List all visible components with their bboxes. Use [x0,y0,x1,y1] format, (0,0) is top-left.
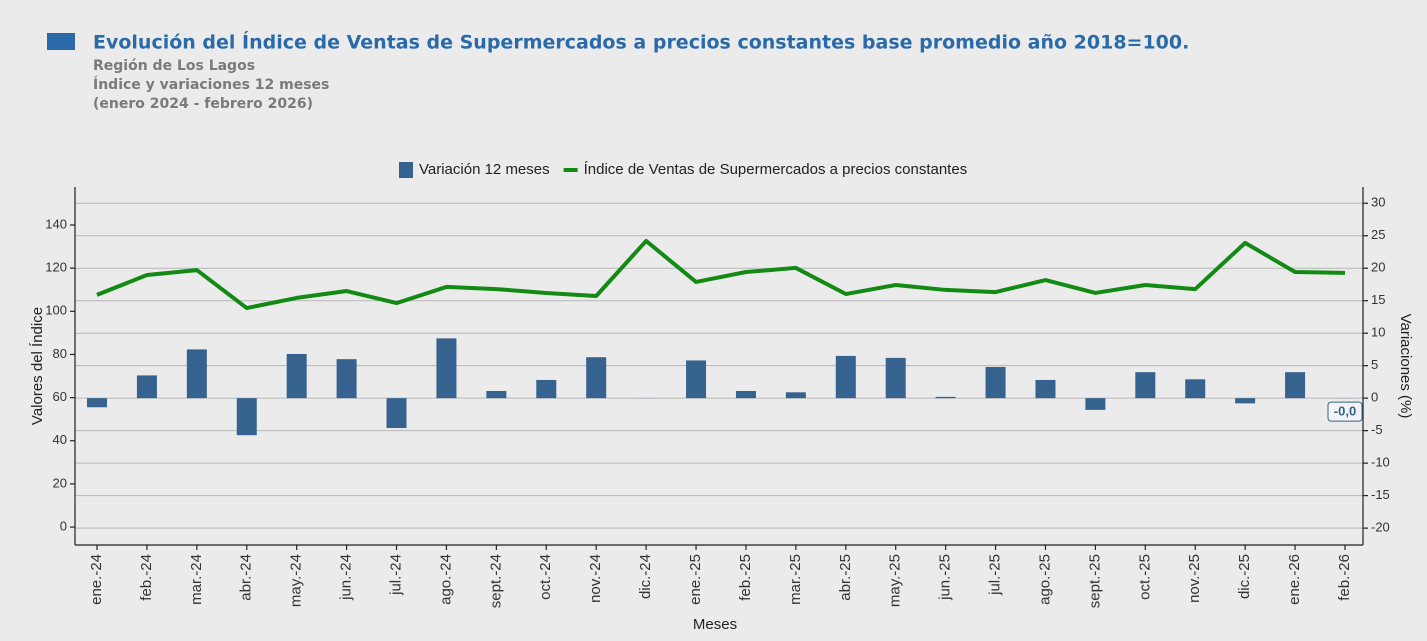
x-tick-label: feb.-25 [737,554,754,601]
x-tick-label: jul.-25 [987,554,1004,596]
y-axis-label: Valores del Índice [29,307,46,425]
x-tick-label: oct.-25 [1136,554,1153,600]
bar [136,375,157,399]
x-axis-label: Meses [693,616,737,633]
legend-swatch [399,162,413,178]
y-tick-label: 0 [60,519,67,534]
x-tick-label: sept.-25 [1086,554,1103,608]
legend-label: Variación 12 meses [419,161,550,178]
x-tick-label: jun.-25 [937,554,954,601]
bar [1085,398,1106,410]
subtitle: (enero 2024 - febrero 2026) [93,96,313,112]
x-tick-label: jun.-24 [338,554,355,601]
bar [686,360,707,399]
x-tick-label: ene.-26 [1286,554,1303,605]
y-tick-label: 40 [53,432,67,447]
bar [1285,372,1306,399]
chart-title: Evolución del Índice de Ventas de Superm… [93,31,1189,54]
bar [1035,379,1056,399]
y2-tick-label: 20 [1371,260,1385,275]
bar [1135,372,1156,399]
y2-tick-label: -5 [1371,422,1383,437]
y-tick-label: 80 [53,346,67,361]
line [96,238,1346,311]
x-tick-label: nov.-24 [587,554,604,603]
bar [87,398,107,408]
x-tick-label: oct.-24 [537,554,554,600]
bar [386,398,407,429]
subtitle: Índice y variaciones 12 meses [93,76,329,93]
title-marker [47,33,75,50]
x-tick-label: ago.-25 [1036,554,1053,605]
bar [486,391,507,399]
x-tick-label: may.-25 [887,554,904,607]
y2-axis-label: Variaciones (%) [1397,314,1414,419]
bar [436,338,457,399]
bar [885,357,906,399]
bar [735,391,756,399]
x-tick-label: mar.-24 [188,554,205,605]
x-tick-label: mar.-25 [787,554,804,605]
bar [1235,398,1256,404]
x-tick-label: abr.-24 [238,554,255,601]
x-tick-label: sept.-24 [487,554,504,608]
bar [835,355,856,399]
x-tick-label: ago.-24 [437,554,454,605]
y-tick-label: 140 [45,216,67,231]
bar [536,379,557,399]
x-tick-label: feb.-26 [1336,554,1353,601]
y2-tick-label: -15 [1371,487,1390,502]
x-tick-label: abr.-25 [837,554,854,601]
y2-tick-label: 25 [1371,227,1385,242]
y2-tick-label: 30 [1371,195,1385,210]
subtitle: Región de Los Lagos [93,58,255,74]
y-tick-label: 120 [45,260,67,275]
bar [935,396,956,399]
value-label: -0,0 [1334,404,1356,419]
x-tick-label: jul.-24 [387,554,404,596]
bar [186,349,207,399]
y-tick-label: 60 [53,389,67,404]
x-tick-label: ene.-25 [687,554,704,605]
bar [586,357,607,399]
x-tick-label: feb.-24 [138,554,155,601]
x-tick-label: dic.-24 [637,554,654,599]
bar [336,359,357,399]
y2-tick-label: 0 [1371,390,1378,405]
y2-tick-label: 5 [1371,357,1378,372]
x-tick-label: dic.-25 [1236,554,1253,599]
y-tick-label: 20 [53,475,67,490]
value-label-box [1327,401,1363,422]
x-tick-label: ene.-24 [88,554,105,605]
x-tick-label: nov.-25 [1186,554,1203,603]
x-tick-label: may.-24 [288,554,305,607]
y2-tick-label: -20 [1371,520,1390,535]
bar [785,392,806,399]
bar [1185,379,1206,399]
bar [236,398,257,436]
y2-tick-label: -10 [1371,455,1390,470]
legend-label: Índice de Ventas de Supermercados a prec… [584,161,968,178]
bar [286,353,307,399]
bar [985,366,1006,399]
y-tick-label: 100 [45,303,67,318]
y2-tick-label: 10 [1371,325,1385,340]
y2-tick-label: 15 [1371,292,1385,307]
